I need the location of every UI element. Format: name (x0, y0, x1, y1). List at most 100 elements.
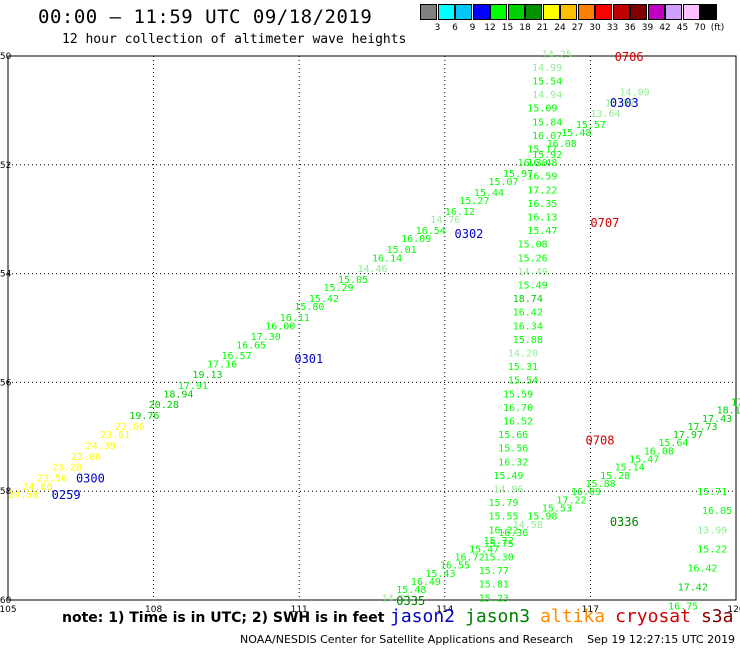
wave-height-value: 16.09 (401, 234, 431, 245)
wave-height-value: 15.71 (697, 487, 727, 498)
color-scale-label: 12 (484, 23, 496, 33)
wave-height-value: 16.32 (498, 457, 528, 468)
pass-time-label: 0336 (610, 515, 639, 529)
wave-height-value: 17.22 (556, 495, 586, 506)
wave-height-value: 16.12 (445, 207, 475, 218)
y-tick-label: -58 (0, 487, 12, 497)
wave-height-value: 16.48 (527, 158, 557, 169)
wave-height-value: 14.99 (532, 63, 562, 74)
wave-height-value: 15.57 (576, 120, 606, 131)
pass-time-label: 0300 (76, 472, 105, 486)
wave-height-value: 16.05 (702, 506, 732, 517)
wave-height-value: 16.52 (503, 416, 533, 427)
wave-height-value: 13.99 (697, 525, 727, 536)
wave-height-value: 15.48 (396, 585, 426, 596)
wave-height-value: 15.30 (484, 552, 514, 563)
wave-height-value: 15.49 (518, 280, 548, 291)
pass-time-label: 0302 (455, 227, 484, 241)
wave-height-value: 22.06 (115, 422, 145, 433)
color-scale-label: 9 (469, 23, 476, 33)
wave-height-value: 15.44 (474, 188, 504, 199)
wave-height-value: 17.17 (731, 397, 740, 408)
color-swatch (490, 4, 507, 20)
wave-height-value: 16.09 (571, 487, 601, 498)
color-scale-label: 33 (606, 23, 619, 33)
footer-timestamp: Sep 19 12:27:15 UTC 2019 (587, 633, 736, 646)
wave-height-value: 15.92 (532, 150, 562, 161)
wave-height-value: 15.48 (561, 128, 591, 139)
wave-height-value: 15.64 (658, 438, 688, 449)
y-tick-label: -52 (0, 161, 11, 171)
plot-frame (7, 55, 737, 601)
wave-height-value: 16.59 (527, 172, 557, 183)
wave-height-value: 16.42 (687, 563, 717, 574)
footer-credit: NOAA/NESDIS Center for Satellite Applica… (240, 633, 574, 646)
wave-height-value: 17.91 (178, 381, 208, 392)
wave-height-value: 15.26 (518, 253, 548, 264)
pass-time-label: 0706 (615, 50, 644, 64)
wave-height-value: 15.27 (459, 196, 489, 207)
wave-height-value: 16.49 (411, 577, 441, 588)
color-scale-label: 36 (624, 23, 636, 33)
satellite-legend-altika: altika (540, 606, 606, 627)
wave-height-value: 15.56 (498, 444, 528, 455)
wave-height-value: 15.09 (527, 104, 557, 115)
satellite-legend-s3a: s3a (700, 606, 734, 627)
wave-height-value: 15.22 (697, 544, 727, 555)
satellite-legend-jason3: jason3 (465, 606, 531, 627)
color-swatch (700, 4, 717, 20)
x-tick-label: 108 (145, 605, 162, 615)
wave-height-value: 16.14 (372, 253, 402, 264)
color-swatch (542, 4, 560, 20)
x-tick-label: 117 (582, 605, 599, 615)
wave-height-value: 16.34 (513, 321, 543, 332)
color-swatch (560, 4, 577, 20)
wave-height-value: 15.14 (615, 463, 645, 474)
wave-height-value: 16.42 (513, 308, 543, 319)
wave-height-value: 14.94 (532, 90, 562, 101)
wave-height-value: 15.28 (600, 471, 630, 482)
wave-height-value: 15.23 (479, 593, 509, 604)
wave-height-value: 15.55 (488, 512, 518, 523)
wave-height-value: 18.74 (513, 294, 543, 305)
wave-height-value: 14.96 (493, 484, 523, 495)
pass-time-label: 0335 (396, 594, 425, 608)
wave-height-value: 16.07 (532, 131, 562, 142)
wave-height-value: 23.56 (37, 474, 67, 485)
wave-height-value: 23.28 (52, 463, 82, 474)
color-scale-label: 15 (501, 23, 514, 33)
color-swatch (682, 4, 700, 20)
wave-height-value: 16.54 (416, 226, 446, 237)
x-tick-label: 105 (0, 605, 17, 615)
wave-height-value: 17.97 (673, 430, 703, 441)
wave-height-value: 16.08 (644, 446, 674, 457)
wave-height-value: 15.29 (323, 283, 353, 294)
wave-height-value: 15.54 (532, 76, 562, 87)
wave-height-value: 17.43 (702, 414, 732, 425)
wave-height-value: 15.43 (425, 569, 455, 580)
wave-height-value: 14.09 (620, 87, 650, 98)
wave-height-value: 16.72 (455, 552, 485, 563)
wave-height-value: 15.05 (338, 275, 368, 286)
wave-height-value: 23.61 (100, 430, 130, 441)
wave-height-value: 16.55 (440, 561, 470, 572)
color-scale-label: 24 (554, 23, 566, 33)
y-tick-label: -50 (0, 52, 12, 62)
wave-height-value: 13.64 (590, 109, 620, 120)
wave-height-value: 14.76 (430, 215, 460, 226)
satellite-legend-cryosat: cryosat (615, 606, 691, 627)
color-swatch (612, 4, 630, 20)
wave-height-value: 15.49 (493, 471, 523, 482)
color-scale-label: 3 (434, 23, 441, 33)
wave-height-value: 15.84 (532, 117, 562, 128)
wave-height-value: 15.54 (508, 376, 538, 387)
pass-time-label: 0708 (586, 434, 615, 448)
pass-time-label: 0259 (52, 488, 81, 502)
wave-height-value: 15.98 (527, 512, 557, 523)
color-swatch (525, 4, 542, 20)
color-swatch (472, 4, 490, 20)
footer: NOAA/NESDIS Center for Satellite Applica… (240, 633, 735, 646)
wave-height-value: 17.42 (678, 582, 708, 593)
pass-time-label: 0707 (590, 216, 619, 230)
color-scale-label: 27 (571, 23, 584, 33)
